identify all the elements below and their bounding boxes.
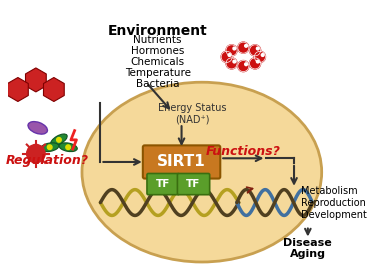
Circle shape <box>238 42 249 53</box>
Circle shape <box>226 58 237 69</box>
Text: Hormones: Hormones <box>131 46 184 56</box>
Ellipse shape <box>28 122 48 134</box>
Circle shape <box>47 145 52 150</box>
Circle shape <box>233 47 236 50</box>
Circle shape <box>245 63 248 66</box>
Text: Development: Development <box>302 210 367 221</box>
Text: Temperature: Temperature <box>124 68 190 78</box>
FancyBboxPatch shape <box>143 145 220 179</box>
Text: Disease
Aging: Disease Aging <box>284 238 332 259</box>
Text: Nutrients: Nutrients <box>134 35 182 45</box>
Text: Regulation?: Regulation? <box>6 154 88 167</box>
Circle shape <box>57 137 61 142</box>
Circle shape <box>249 58 261 69</box>
Circle shape <box>226 45 237 56</box>
Circle shape <box>228 54 231 56</box>
Circle shape <box>238 60 249 71</box>
Text: TF: TF <box>186 179 201 189</box>
Text: SIRT1: SIRT1 <box>157 155 206 169</box>
Text: Bacteria: Bacteria <box>136 79 179 89</box>
Text: Reproduction: Reproduction <box>302 198 366 208</box>
Circle shape <box>256 47 259 50</box>
Circle shape <box>256 60 259 63</box>
Circle shape <box>221 51 232 62</box>
Circle shape <box>27 144 45 163</box>
Text: Energy Status
(NAD⁺): Energy Status (NAD⁺) <box>158 103 227 125</box>
Text: TF: TF <box>156 179 170 189</box>
Ellipse shape <box>59 143 77 152</box>
Text: Functions?: Functions? <box>206 145 281 158</box>
FancyBboxPatch shape <box>147 174 179 195</box>
Circle shape <box>233 60 236 63</box>
Ellipse shape <box>51 134 67 146</box>
Circle shape <box>249 45 261 56</box>
FancyBboxPatch shape <box>177 174 210 195</box>
Ellipse shape <box>40 143 59 152</box>
Circle shape <box>261 54 264 56</box>
Text: Environment: Environment <box>108 24 207 38</box>
Circle shape <box>245 44 248 47</box>
Circle shape <box>66 145 70 150</box>
Text: Metabolism: Metabolism <box>302 187 358 197</box>
Circle shape <box>254 51 266 62</box>
Ellipse shape <box>82 82 322 262</box>
Text: Chemicals: Chemicals <box>130 57 184 67</box>
